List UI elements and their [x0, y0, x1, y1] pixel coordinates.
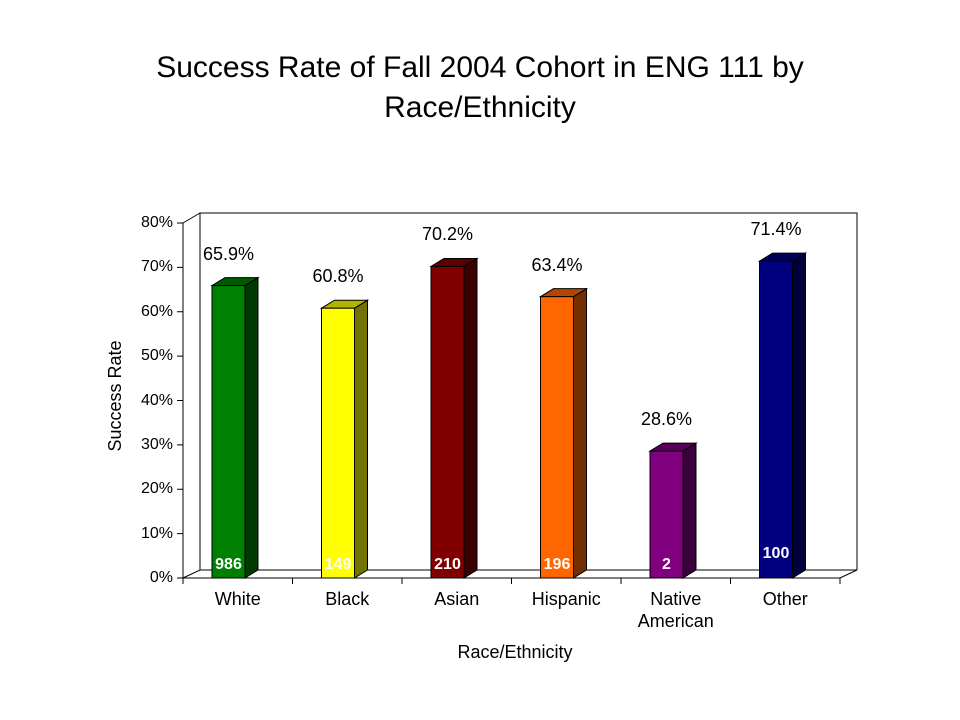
chart-title: Success Rate of Fall 2004 Cohort in ENG … [156, 51, 804, 124]
value-label: 70.2% [421, 224, 474, 245]
count-label: 2 [662, 556, 671, 573]
bar-side [792, 252, 806, 579]
plot-wall [199, 212, 858, 570]
value-label: 28.6% [640, 409, 693, 430]
y-tick-label: 10% [140, 524, 173, 542]
bar [430, 265, 465, 579]
value-label: 60.8% [312, 266, 364, 287]
bar-side [573, 287, 587, 579]
bar [649, 450, 684, 579]
count-label: 149 [324, 556, 352, 573]
x-tick-label: Other [762, 589, 808, 609]
y-tick-label: 80% [140, 214, 173, 231]
y-tick-label: 60% [140, 302, 173, 320]
value-label: 65.9% [202, 243, 255, 264]
value-label: 63.4% [531, 254, 583, 275]
bar [540, 296, 574, 579]
x-tick-label: Native American [637, 589, 714, 631]
bar-side [463, 257, 478, 579]
y-tick-label: 70% [140, 258, 173, 276]
y-tick-label: 20% [140, 480, 173, 498]
count-label: 196 [543, 556, 571, 573]
x-tick-label: Hispanic [531, 589, 601, 609]
count-label: 210 [434, 556, 461, 573]
bar-side [354, 299, 368, 579]
y-axis-depth [182, 212, 201, 224]
y-tick-label: 50% [140, 347, 173, 365]
bar-side [244, 276, 259, 579]
count-label: 986 [215, 556, 242, 573]
y-tick-label: 40% [140, 391, 173, 409]
x-axis-title: Race/Ethnicity [457, 642, 573, 662]
value-label: 71.4% [750, 219, 802, 240]
x-tick-label: Black [325, 589, 370, 609]
x-tick-label: White [214, 589, 261, 609]
bar [759, 260, 793, 579]
y-tick-label: 30% [140, 435, 173, 453]
plot-floor [182, 569, 858, 579]
bar [211, 285, 246, 579]
x-tick-label: Asian [434, 589, 480, 609]
y-tick-label: 0% [149, 569, 173, 586]
count-label: 100 [762, 545, 790, 562]
bar [321, 307, 355, 579]
